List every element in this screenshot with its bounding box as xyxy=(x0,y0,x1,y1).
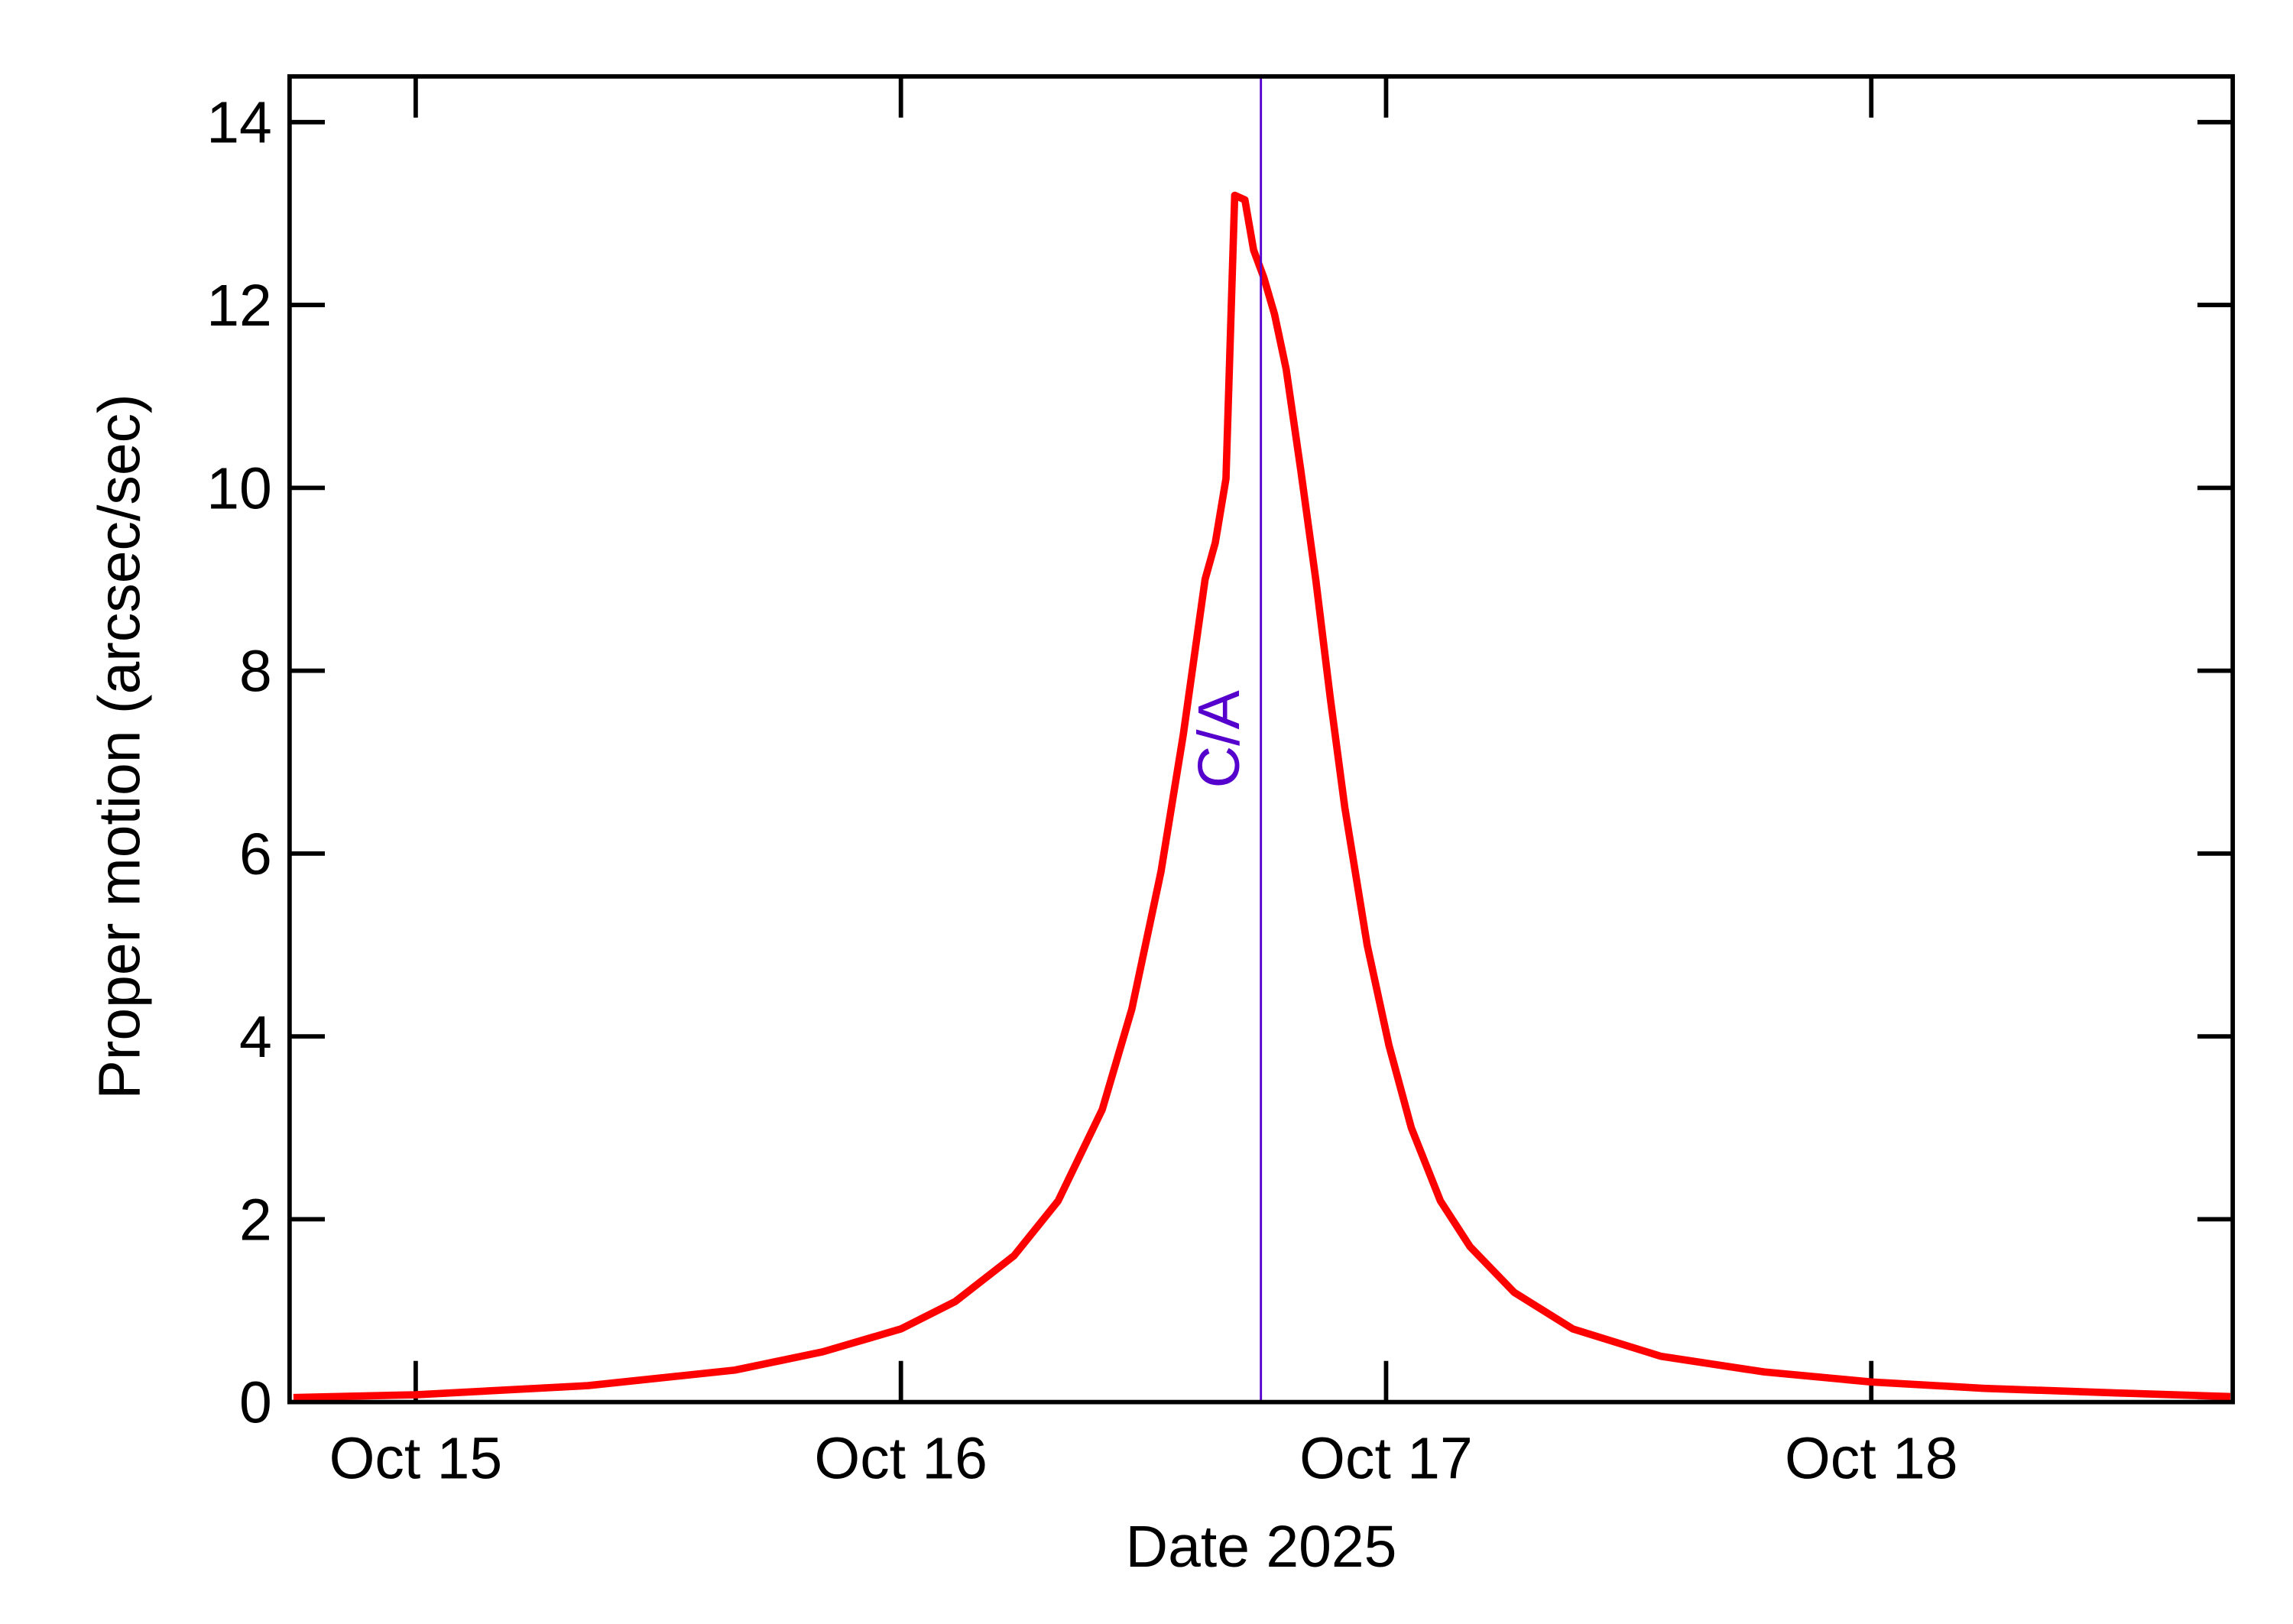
x-tick-label: Oct 18 xyxy=(1785,1426,1958,1492)
y-tick-label: 6 xyxy=(239,822,272,887)
closest-approach-label: C/A xyxy=(1186,690,1252,789)
y-tick-label: 10 xyxy=(206,455,272,521)
y-tick-label: 14 xyxy=(206,90,272,156)
y-axis-label: Proper motion (arcsec/sec) xyxy=(87,394,153,1099)
plot-frame xyxy=(287,74,2236,1405)
x-tick-label: Oct 16 xyxy=(814,1426,988,1492)
x-tick-label: Oct 17 xyxy=(1299,1426,1473,1492)
x-axis-label: Date 2025 xyxy=(1126,1514,1397,1580)
y-tick-label: 2 xyxy=(239,1187,272,1253)
x-tick-label: Oct 15 xyxy=(329,1426,503,1492)
y-tick-label: 4 xyxy=(239,1004,272,1070)
y-tick-label: 0 xyxy=(239,1370,272,1436)
data-line xyxy=(293,191,2231,1402)
y-tick-label: 12 xyxy=(206,273,272,339)
y-tick-label: 8 xyxy=(239,639,272,705)
